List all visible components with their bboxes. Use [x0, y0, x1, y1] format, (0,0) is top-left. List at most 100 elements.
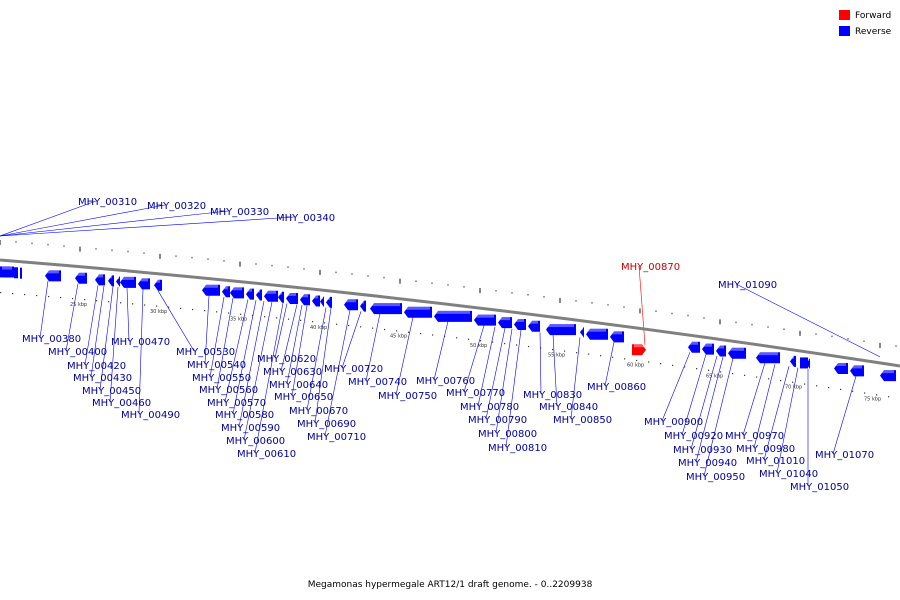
- gene-label-mhy_00790[interactable]: MHY_00790: [468, 415, 527, 426]
- gene-feature-mhy_00490[interactable]: [138, 278, 150, 290]
- gene-label-mhy_00720[interactable]: MHY_00720: [324, 364, 383, 375]
- gene-feature-mhy_00640[interactable]: [320, 296, 324, 308]
- gene-label-mhy_01090[interactable]: MHY_01090: [718, 280, 777, 291]
- gene-feature-mhy_00920[interactable]: [702, 343, 714, 355]
- gene-label-mhy_00690[interactable]: MHY_00690: [297, 419, 356, 430]
- gene-feature-mhy_00550[interactable]: [222, 286, 230, 298]
- gene-feature-mhy_00980[interactable]: [806, 358, 810, 370]
- gene-label-mhy_00400[interactable]: MHY_00400: [48, 347, 107, 358]
- gene-feature-mhy_00670[interactable]: [344, 299, 358, 311]
- gene-label-mhy_00560[interactable]: MHY_00560: [199, 385, 258, 396]
- gene-label-mhy_00800[interactable]: MHY_00800: [478, 429, 537, 440]
- gene-label-mhy_00490[interactable]: MHY_00490: [121, 410, 180, 421]
- gene-feature-mhy_00610[interactable]: [286, 292, 298, 304]
- gene-feature-mhy_00590[interactable]: [264, 290, 278, 302]
- gene-label-mhy_00650[interactable]: MHY_00650: [274, 392, 333, 403]
- gene-feature-mhy_00690[interactable]: [360, 300, 366, 312]
- gene-feature-mhy_00580[interactable]: [256, 289, 262, 301]
- gene-label-mhy_00710[interactable]: MHY_00710: [307, 432, 366, 443]
- gene-label-mhy_00980[interactable]: MHY_00980: [736, 444, 795, 455]
- gene-label-mhy_00920[interactable]: MHY_00920: [664, 431, 723, 442]
- gene-feature-extra[interactable]: [800, 357, 808, 369]
- gene-label-mhy_00760[interactable]: MHY_00760: [416, 376, 475, 387]
- gene-label-mhy_01070[interactable]: MHY_01070: [815, 450, 874, 461]
- gene-feature-mhy_00630[interactable]: [312, 295, 320, 307]
- gene-feature-mhy_00790[interactable]: [546, 324, 576, 336]
- gene-feature-mhy_00940[interactable]: [728, 347, 746, 359]
- gene-label-mhy_00950[interactable]: MHY_00950: [686, 472, 745, 483]
- gene-feature-mhy_00650[interactable]: [326, 296, 332, 308]
- gene-feature-mhy_00950[interactable]: [756, 352, 780, 364]
- gene-label-mhy_00870[interactable]: MHY_00870: [621, 262, 680, 273]
- gene-feature-mhy_00460[interactable]: [116, 276, 120, 288]
- gene-label-mhy_00420[interactable]: MHY_00420: [67, 361, 126, 372]
- gene-label-mhy_00380[interactable]: MHY_00380: [22, 334, 81, 345]
- gene-feature-mhy_00620[interactable]: [300, 294, 310, 306]
- gene-feature-mhy_00470[interactable]: [120, 276, 136, 288]
- gene-label-mhy_00550[interactable]: MHY_00550: [192, 373, 251, 384]
- gene-label-mhy_00630[interactable]: MHY_00630: [263, 367, 322, 378]
- gene-label-mhy_00450[interactable]: MHY_00450: [82, 386, 141, 397]
- gene-feature-mhy_00400[interactable]: [45, 270, 61, 282]
- gene-label-mhy_00600[interactable]: MHY_00600: [226, 436, 285, 447]
- gene-label-mhy_00970[interactable]: MHY_00970: [725, 431, 784, 442]
- gene-feature-mhy_01010[interactable]: [834, 362, 848, 374]
- gene-feature-mhy_00900[interactable]: [688, 341, 700, 353]
- gene-label-mhy_00940[interactable]: MHY_00940: [678, 458, 737, 469]
- gene-feature-mhy_00870[interactable]: [632, 344, 646, 356]
- gene-feature-mhy_00740[interactable]: [434, 310, 472, 322]
- gene-feature-mhy_00530[interactable]: [154, 279, 162, 291]
- gene-feature-mhy_01040[interactable]: [850, 365, 864, 377]
- gene-label-mhy_01050[interactable]: MHY_01050: [790, 482, 849, 493]
- gene-label-mhy_00580[interactable]: MHY_00580: [215, 410, 274, 421]
- gene-feature-mhy_00760[interactable]: [498, 317, 512, 329]
- gene-feature-mhy_01050[interactable]: [880, 370, 896, 382]
- gene-feature-mhy_00710[interactable]: [370, 303, 402, 315]
- gene-feature-mhy_00970[interactable]: [790, 355, 796, 367]
- gene-feature-extra[interactable]: [20, 267, 22, 279]
- gene-label-mhy_00850[interactable]: MHY_00850: [553, 415, 612, 426]
- gene-label-mhy_00310[interactable]: MHY_00310: [78, 197, 137, 208]
- gene-label-mhy_00470[interactable]: MHY_00470: [111, 337, 170, 348]
- gene-label-mhy_00610[interactable]: MHY_00610: [237, 449, 296, 460]
- gene-feature-mhy_00750[interactable]: [474, 314, 496, 326]
- gene-feature-extra[interactable]: [14, 267, 18, 279]
- gene-label-mhy_00740[interactable]: MHY_00740: [348, 377, 407, 388]
- gene-label-mhy_00780[interactable]: MHY_00780: [460, 402, 519, 413]
- gene-label-mhy_00460[interactable]: MHY_00460: [92, 398, 151, 409]
- gene-feature-mhy_00830[interactable]: [610, 331, 624, 343]
- gene-label-mhy_00620[interactable]: MHY_00620: [257, 354, 316, 365]
- gene-feature-mhy_00930[interactable]: [716, 345, 726, 357]
- gene-label-mhy_00530[interactable]: MHY_00530: [176, 347, 235, 358]
- gene-label-mhy_00930[interactable]: MHY_00930: [673, 445, 732, 456]
- gene-label-mhy_00860[interactable]: MHY_00860: [587, 382, 646, 393]
- gene-label-mhy_00900[interactable]: MHY_00900: [644, 417, 703, 428]
- gene-feature-mhy_00780[interactable]: [528, 320, 540, 332]
- gene-label-mhy_00840[interactable]: MHY_00840: [539, 402, 598, 413]
- gene-feature-mhy_00570[interactable]: [246, 288, 254, 300]
- gene-label-mhy_00640[interactable]: MHY_00640: [269, 380, 328, 391]
- gene-label-mhy_00340[interactable]: MHY_00340: [276, 213, 335, 224]
- gene-feature-mhy_00560[interactable]: [230, 287, 244, 299]
- gene-feature-mhy_00380[interactable]: [0, 266, 14, 278]
- gene-label-mhy_00320[interactable]: MHY_00320: [147, 201, 206, 212]
- gene-label-mhy_00810[interactable]: MHY_00810: [488, 443, 547, 454]
- gene-feature-mhy_00420[interactable]: [75, 272, 87, 284]
- gene-label-mhy_00750[interactable]: MHY_00750: [378, 391, 437, 402]
- gene-label-mhy_00540[interactable]: MHY_00540: [187, 360, 246, 371]
- gene-feature-mhy_00600[interactable]: [278, 291, 284, 303]
- gene-label-mhy_00770[interactable]: MHY_00770: [446, 388, 505, 399]
- gene-feature-mhy_00720[interactable]: [404, 306, 432, 318]
- gene-label-mhy_00570[interactable]: MHY_00570: [207, 398, 266, 409]
- gene-feature-mhy_00810[interactable]: [586, 328, 608, 340]
- gene-feature-mhy_00770[interactable]: [514, 318, 526, 330]
- gene-feature-mhy_00540[interactable]: [202, 284, 220, 296]
- gene-label-mhy_00670[interactable]: MHY_00670: [289, 406, 348, 417]
- gene-label-mhy_00430[interactable]: MHY_00430: [73, 373, 132, 384]
- gene-feature-mhy_00430[interactable]: [95, 274, 105, 286]
- gene-label-mhy_00330[interactable]: MHY_00330: [210, 207, 269, 218]
- gene-feature-mhy_00800[interactable]: [580, 326, 584, 338]
- gene-label-mhy_00830[interactable]: MHY_00830: [523, 390, 582, 401]
- gene-feature-mhy_00450[interactable]: [108, 275, 114, 287]
- gene-label-mhy_00590[interactable]: MHY_00590: [221, 423, 280, 434]
